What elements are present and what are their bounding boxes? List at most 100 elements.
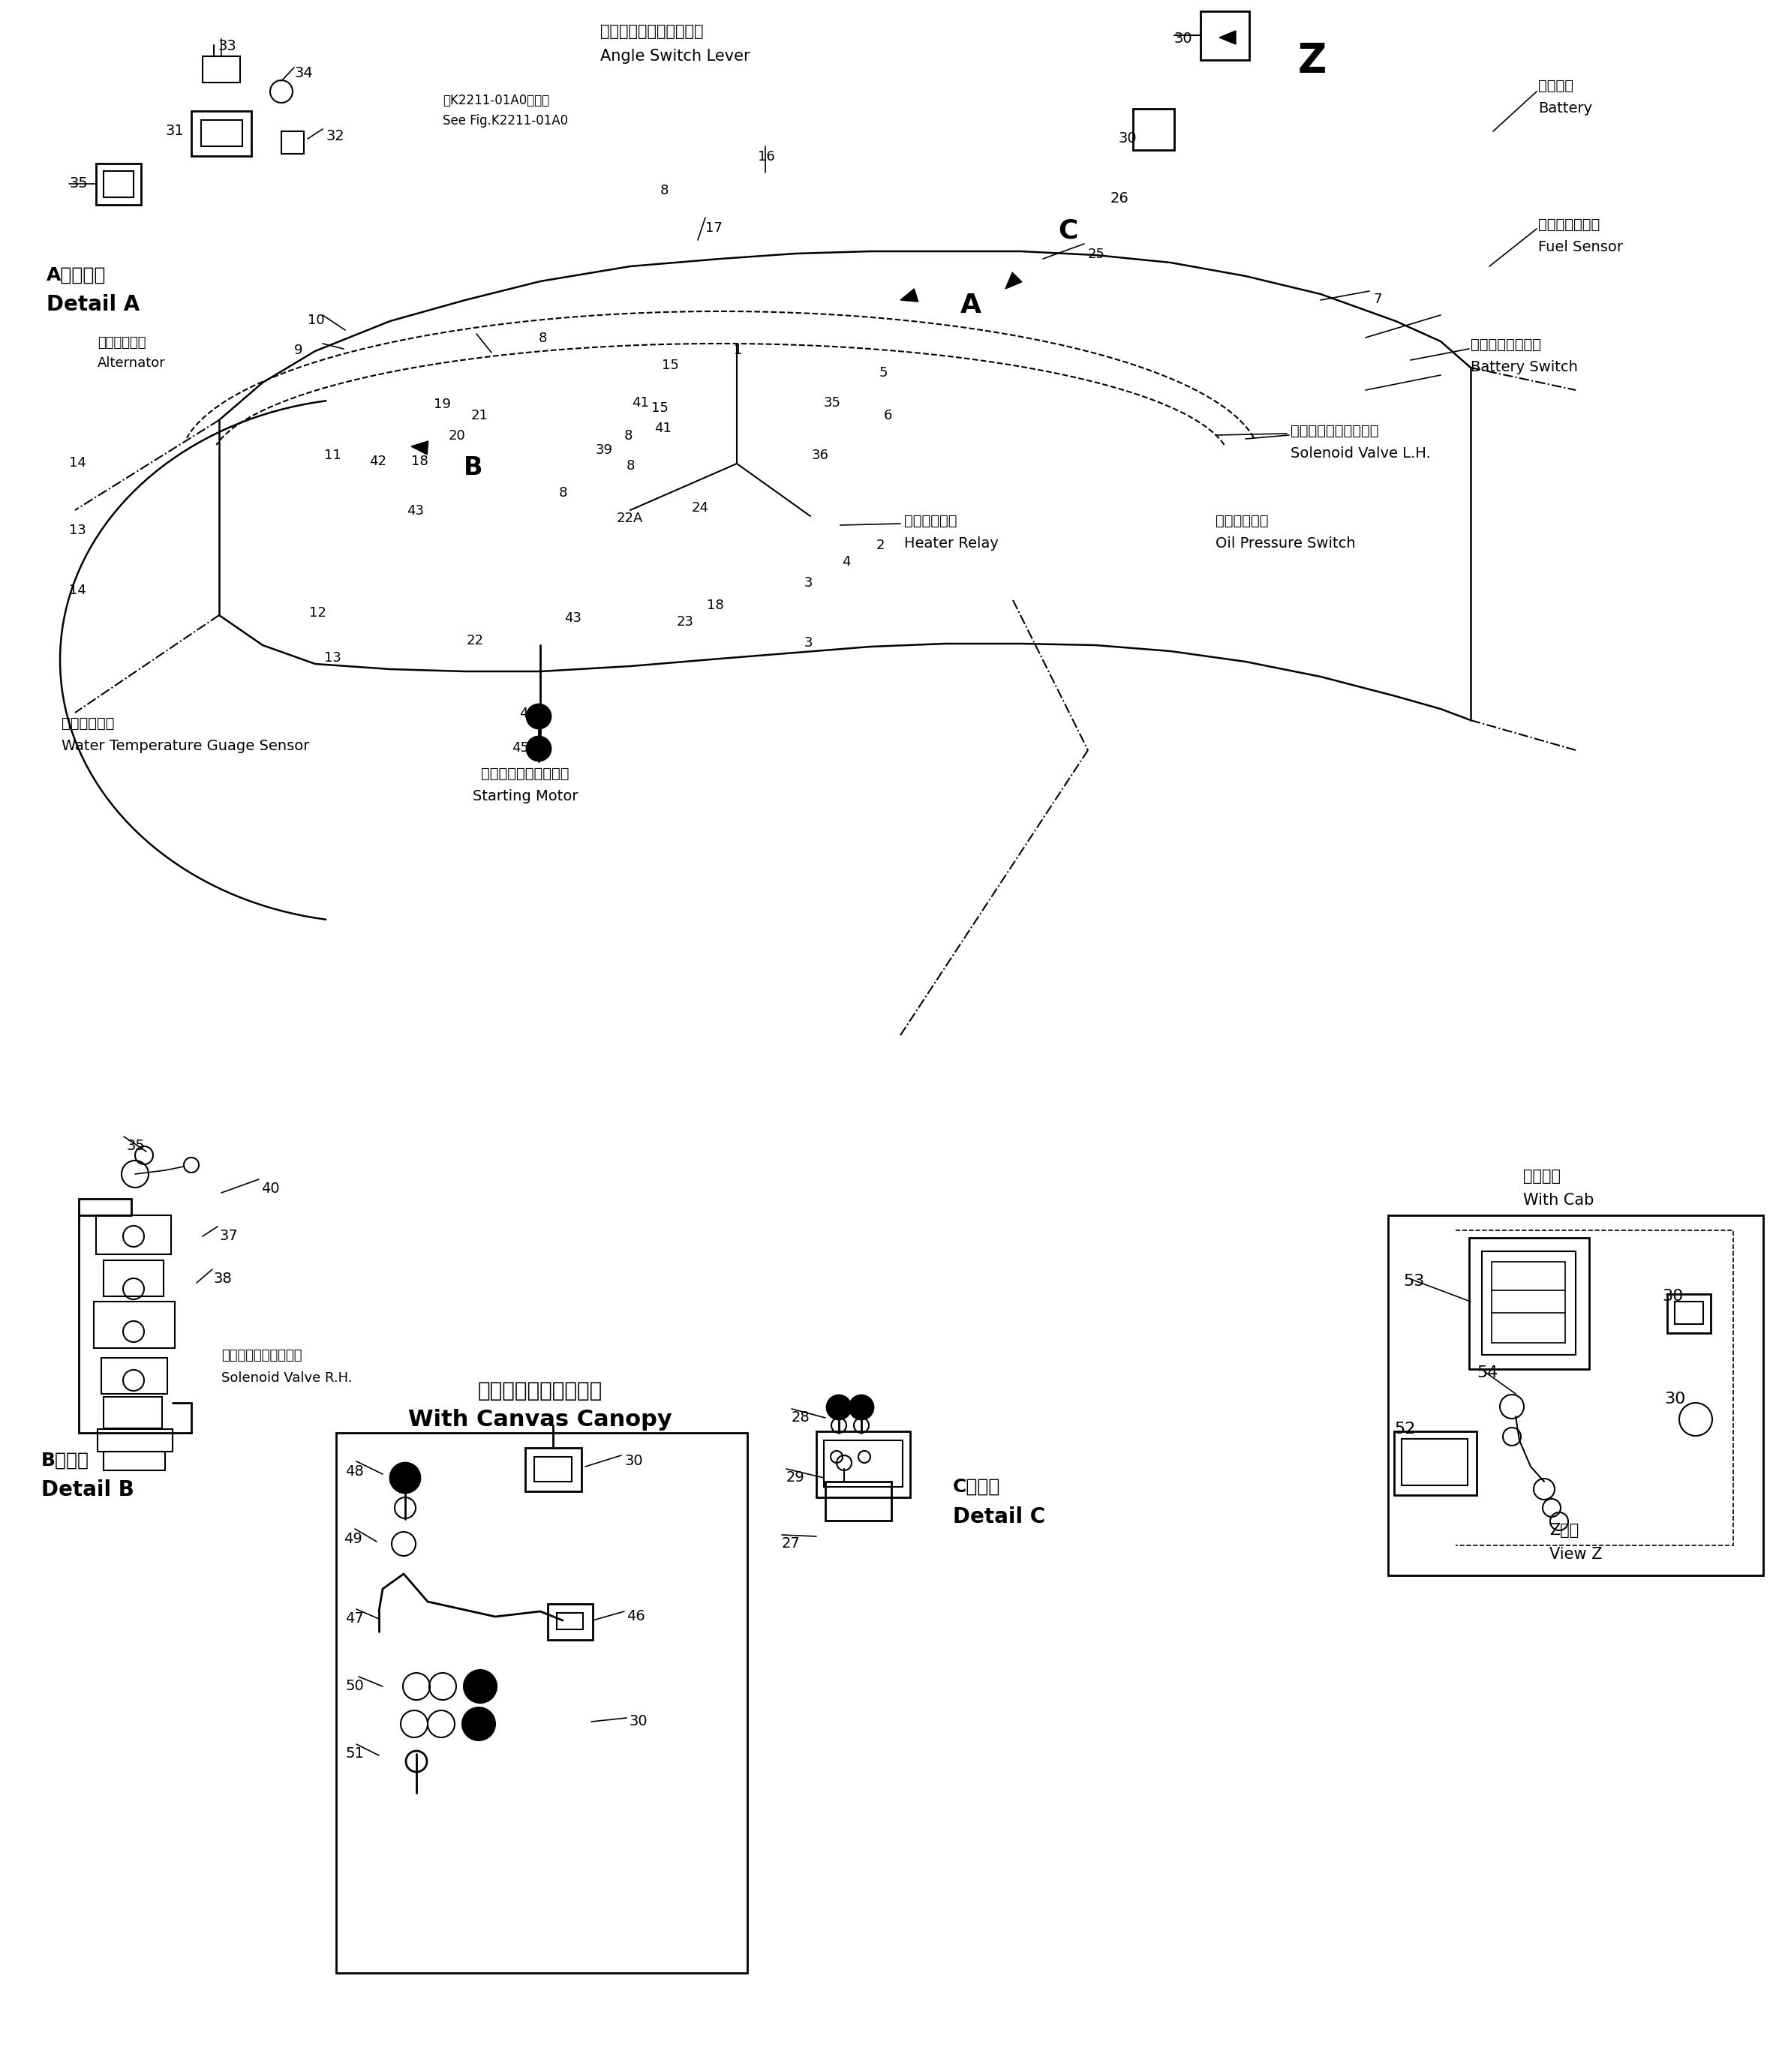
Text: 15: 15 <box>652 402 668 414</box>
Text: View Z: View Z <box>1549 1548 1602 1562</box>
Text: 15: 15 <box>662 358 678 373</box>
Text: ソレノイドバルブ左側: ソレノイドバルブ左側 <box>1291 425 1378 437</box>
Text: 30: 30 <box>1662 1289 1684 1303</box>
Bar <box>535 1457 572 1481</box>
Text: Solenoid Valve R.H.: Solenoid Valve R.H. <box>222 1372 352 1384</box>
Bar <box>1389 1216 1764 1575</box>
Text: 43: 43 <box>407 503 424 518</box>
Text: Z: Z <box>1298 41 1327 81</box>
Text: 8: 8 <box>661 184 670 197</box>
Bar <box>1201 10 1249 60</box>
Text: With Canvas Canopy: With Canvas Canopy <box>408 1409 671 1430</box>
Text: スターティングモータ: スターティングモータ <box>481 767 570 781</box>
Text: 45: 45 <box>511 742 529 754</box>
Text: 22: 22 <box>467 634 483 646</box>
Polygon shape <box>900 288 918 303</box>
Text: Fuel Sensor: Fuel Sensor <box>1538 240 1623 255</box>
Text: 8: 8 <box>559 487 568 499</box>
Text: 13: 13 <box>69 524 87 537</box>
Text: 33: 33 <box>218 39 236 54</box>
Text: 25: 25 <box>1089 247 1105 261</box>
Text: Angle Switch Lever: Angle Switch Lever <box>600 50 749 64</box>
Bar <box>817 1432 909 1498</box>
Text: 40: 40 <box>261 1181 279 1196</box>
Text: Starting Motor: Starting Motor <box>472 789 577 804</box>
Text: Oil Pressure Switch: Oil Pressure Switch <box>1215 537 1355 551</box>
Text: A: A <box>961 292 982 319</box>
Text: 12: 12 <box>309 607 327 620</box>
Circle shape <box>849 1394 874 1419</box>
Circle shape <box>391 1463 421 1492</box>
Text: 27: 27 <box>781 1535 801 1550</box>
Text: 39: 39 <box>595 443 613 456</box>
Text: Battery: Battery <box>1538 102 1593 116</box>
Text: 30: 30 <box>1117 131 1137 145</box>
Text: 43: 43 <box>565 611 581 626</box>
Text: 14: 14 <box>69 456 87 470</box>
Text: 29: 29 <box>787 1471 805 1486</box>
Bar <box>1394 1432 1476 1496</box>
Text: 28: 28 <box>792 1411 810 1426</box>
Bar <box>202 56 240 83</box>
Text: B　詳細: B 詳細 <box>41 1452 89 1469</box>
Text: Detail B: Detail B <box>41 1479 135 1500</box>
Text: 14: 14 <box>69 584 87 597</box>
Text: Alternator: Alternator <box>98 356 165 369</box>
Text: キャブ付: キャブ付 <box>1524 1169 1561 1183</box>
Text: 3: 3 <box>805 636 813 651</box>
Bar <box>96 1216 170 1254</box>
Text: 第K2211-01A0図参照: 第K2211-01A0図参照 <box>442 93 549 108</box>
Bar <box>192 112 252 155</box>
Bar <box>281 131 304 153</box>
Text: Battery Switch: Battery Switch <box>1471 361 1577 375</box>
Text: 46: 46 <box>627 1610 645 1622</box>
Bar <box>103 1260 163 1297</box>
Bar <box>1675 1301 1703 1324</box>
Text: 38: 38 <box>213 1272 233 1287</box>
Text: 22A: 22A <box>616 512 643 524</box>
Circle shape <box>828 1394 851 1419</box>
Circle shape <box>462 1707 496 1740</box>
Bar <box>103 172 133 197</box>
Bar <box>98 1430 172 1452</box>
Text: オルタネータ: オルタネータ <box>98 336 146 350</box>
Bar <box>103 1452 165 1471</box>
Text: 18: 18 <box>412 454 428 468</box>
Bar <box>1469 1237 1590 1370</box>
Text: 31: 31 <box>165 124 183 139</box>
Bar <box>1481 1251 1575 1355</box>
Text: ヒータリレー: ヒータリレー <box>904 514 957 528</box>
Text: 53: 53 <box>1403 1274 1424 1289</box>
Text: ソレノイドバルブ右側: ソレノイドバルブ右側 <box>222 1349 302 1361</box>
Text: 30: 30 <box>1664 1392 1685 1407</box>
Text: 52: 52 <box>1394 1421 1415 1436</box>
Polygon shape <box>1005 271 1021 288</box>
Bar <box>201 120 242 147</box>
Text: With Cab: With Cab <box>1524 1193 1593 1208</box>
Text: フゥエルセンサ: フゥエルセンサ <box>1538 218 1600 232</box>
Text: Water Temperature Guage Sensor: Water Temperature Guage Sensor <box>62 740 309 754</box>
Text: Z　視: Z 視 <box>1549 1523 1579 1537</box>
Text: 7: 7 <box>1373 292 1382 307</box>
Text: 30: 30 <box>629 1714 646 1728</box>
Bar <box>336 1434 748 1973</box>
Polygon shape <box>1220 31 1236 44</box>
Circle shape <box>464 1670 497 1703</box>
Text: 26: 26 <box>1110 191 1130 205</box>
Text: 8: 8 <box>538 332 547 346</box>
Text: 2: 2 <box>876 539 884 551</box>
Text: 51: 51 <box>345 1747 364 1761</box>
Circle shape <box>527 738 551 760</box>
Text: 44: 44 <box>519 707 536 721</box>
Text: 8: 8 <box>627 460 636 472</box>
Bar <box>101 1357 167 1394</box>
Text: 9: 9 <box>295 344 302 356</box>
Bar <box>556 1612 583 1629</box>
Polygon shape <box>412 441 428 454</box>
Text: 41: 41 <box>654 421 671 435</box>
Bar <box>1668 1295 1710 1332</box>
Text: 35: 35 <box>69 176 87 191</box>
Text: 17: 17 <box>705 222 723 234</box>
Text: C　詳細: C 詳細 <box>954 1477 1000 1496</box>
Text: A　詳　細: A 詳 細 <box>46 267 107 284</box>
